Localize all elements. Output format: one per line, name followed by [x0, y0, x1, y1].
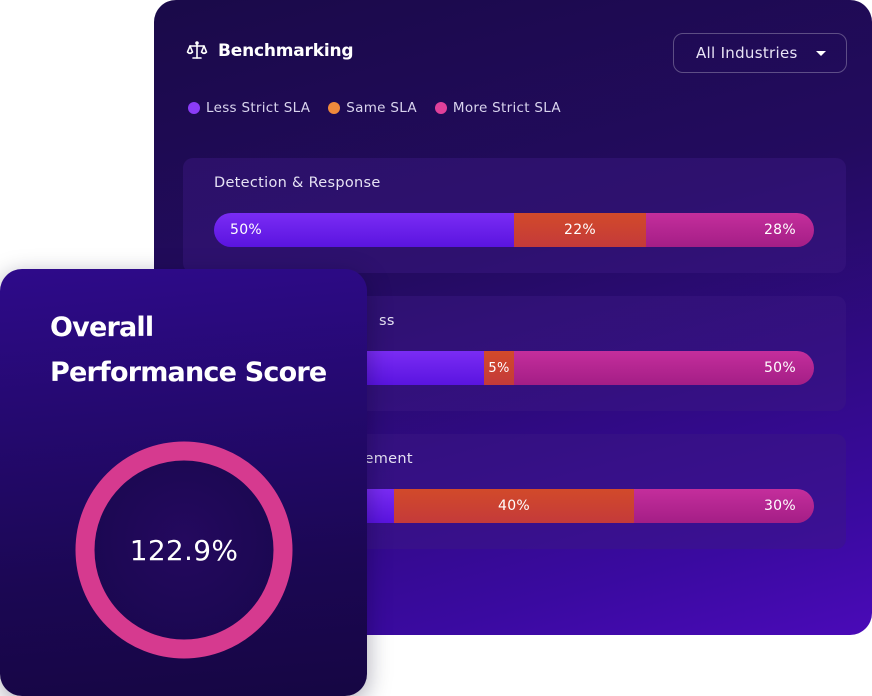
score-value: 122.9% [129, 533, 239, 567]
bar-segment-more-strict: 50% [514, 351, 814, 385]
legend-item-same: Same SLA [328, 100, 417, 116]
legend: Less Strict SLA Same SLA More Strict SLA [188, 100, 561, 116]
bar-segment-same: 5% [484, 351, 514, 385]
legend-label: Less Strict SLA [206, 100, 311, 116]
benchmarking-header: Benchmarking [186, 40, 354, 62]
sla-bar: 50% 22% 28% [214, 213, 814, 247]
bar-segment-same: 40% [394, 489, 634, 523]
score-title: Overall Performance Score [50, 305, 327, 395]
overall-score-card: Overall Performance Score 122.9% [0, 269, 367, 696]
chevron-down-icon [816, 50, 826, 56]
bar-segment-more-strict: 30% [634, 489, 814, 523]
legend-label: Same SLA [346, 100, 417, 116]
score-title-line2: Performance Score [50, 357, 327, 388]
legend-item-more-strict: More Strict SLA [434, 100, 561, 116]
bar-segment-more-strict: 28% [646, 213, 814, 247]
legend-dot-icon [328, 102, 341, 114]
benchmarking-title: Benchmarking [218, 41, 354, 61]
metric-label: ss [379, 313, 395, 329]
metric-panel-detection-response: Detection & Response 50% 22% 28% [183, 158, 846, 273]
legend-label: More Strict SLA [452, 100, 561, 116]
scale-icon [186, 40, 208, 62]
bar-segment-less-strict: 50% [214, 213, 514, 247]
score-ring [75, 441, 293, 659]
legend-item-less-strict: Less Strict SLA [188, 100, 310, 116]
metric-label: gement [355, 451, 413, 467]
legend-dot-icon [434, 102, 447, 114]
industry-dropdown-value: All Industries [696, 44, 798, 62]
metric-label: Detection & Response [214, 175, 381, 191]
industry-dropdown[interactable]: All Industries [673, 33, 847, 73]
legend-dot-icon [188, 102, 200, 114]
score-title-line1: Overall [50, 312, 154, 343]
bar-segment-same: 22% [514, 213, 646, 247]
